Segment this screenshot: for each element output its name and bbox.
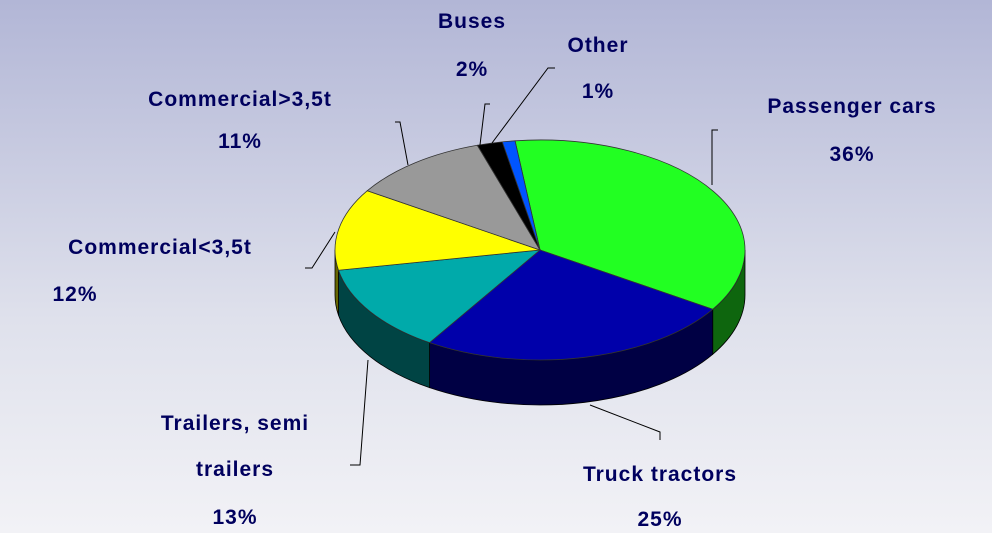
slice <box>334 190 541 271</box>
value-label: 25% <box>637 508 683 531</box>
slice-label: Other <box>567 34 629 57</box>
slice <box>501 140 541 251</box>
value-label: 12% <box>52 283 98 306</box>
leader-line <box>305 231 336 269</box>
slice-label: Trailers, semi trailers <box>160 412 310 481</box>
slice-label: Truck tractors <box>582 463 738 486</box>
slice-label: Passenger cars <box>767 95 937 118</box>
leader-line <box>589 404 661 440</box>
leader-line <box>350 359 369 466</box>
leader-line <box>479 103 490 146</box>
leader-line <box>711 129 718 185</box>
slice <box>337 249 542 344</box>
value-label: 1% <box>581 80 615 103</box>
value-label: 2% <box>455 58 489 81</box>
value-label: 13% <box>212 506 258 529</box>
slice <box>366 144 541 251</box>
slice <box>514 139 746 310</box>
leader-line <box>395 121 409 166</box>
value-label: 36% <box>829 143 875 166</box>
slice-label: Buses <box>437 10 507 33</box>
slice-label: Commercial>3,5t <box>148 88 332 111</box>
slice-label: Commercial<3,5t <box>68 236 252 259</box>
slice <box>428 249 714 361</box>
leader-line <box>491 67 555 144</box>
value-label: 11% <box>218 130 262 153</box>
